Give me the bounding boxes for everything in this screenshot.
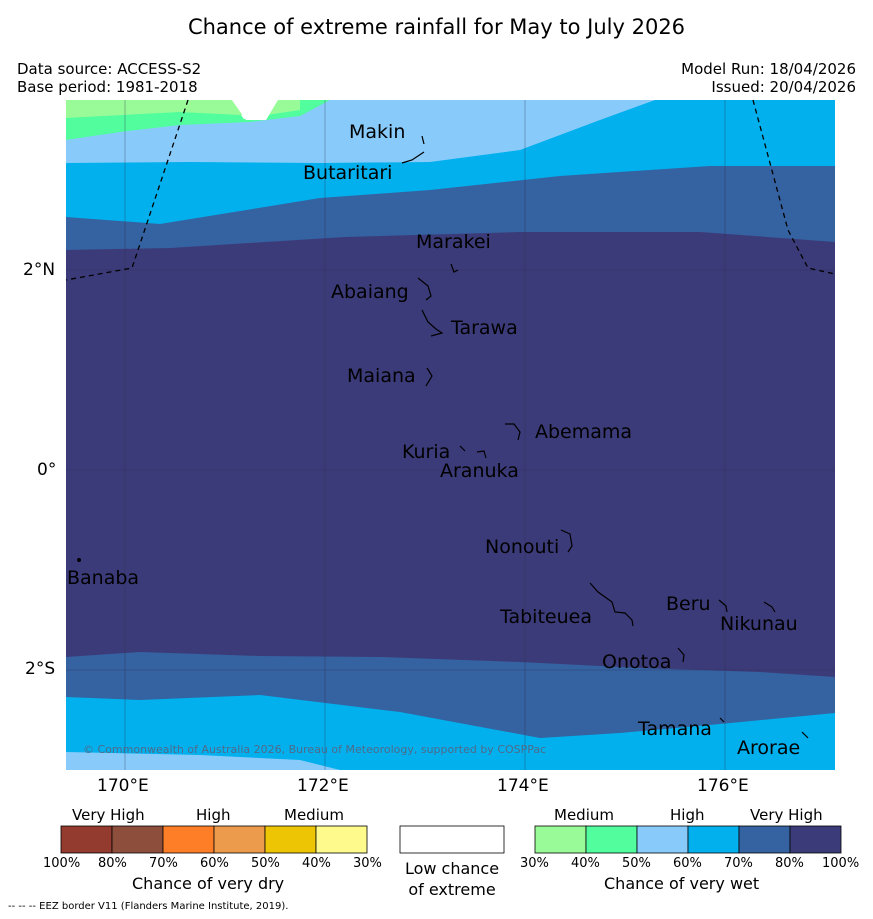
island-outlines bbox=[76, 135, 809, 739]
place-nonouti: Nonouti bbox=[485, 536, 560, 558]
low-chance-line1: Low chance bbox=[404, 859, 500, 878]
wet-category-high: High bbox=[670, 806, 705, 824]
dry-category-high: High bbox=[196, 806, 231, 824]
wet-legend-label: Chance of very wet bbox=[604, 874, 760, 893]
band-north-40 bbox=[66, 100, 300, 120]
place-kuria: Kuria bbox=[402, 441, 451, 463]
place-nikunau: Nikunau bbox=[720, 613, 798, 635]
dry-category-medium: Medium bbox=[284, 806, 344, 824]
wet-tick: 70% bbox=[724, 856, 753, 871]
low-chance-line2: of extreme bbox=[408, 880, 496, 899]
dry-tick: 80% bbox=[98, 856, 127, 871]
legend-dry-colorbar bbox=[60, 825, 368, 854]
lon-label-172e: 172°E bbox=[297, 776, 349, 796]
band-south-70 bbox=[66, 695, 835, 770]
dry-tick: 60% bbox=[200, 856, 229, 871]
dry-tick: 100% bbox=[43, 856, 81, 871]
place-abemama: Abemama bbox=[535, 421, 633, 443]
data-source: Data source: ACCESS-S2 bbox=[17, 60, 202, 78]
dry-category-very-high: Very High bbox=[72, 806, 145, 824]
wet-tick: 60% bbox=[673, 856, 702, 871]
lat-label-2n: 2°N bbox=[23, 260, 56, 280]
place-banaba: Banaba bbox=[67, 567, 140, 589]
wet-category-very-high: Very High bbox=[750, 806, 823, 824]
place-arorae: Arorae bbox=[737, 737, 801, 759]
copyright-notice: © Commonwealth of Australia 2026, Bureau… bbox=[83, 743, 547, 756]
wet-tick: 100% bbox=[822, 856, 860, 871]
wet-category-medium: Medium bbox=[554, 806, 614, 824]
dry-tick: 70% bbox=[149, 856, 178, 871]
dry-tick: 50% bbox=[251, 856, 280, 871]
place-tarawa: Tarawa bbox=[451, 317, 518, 339]
wet-tick: 50% bbox=[622, 856, 651, 871]
place-tamana: Tamana bbox=[638, 718, 712, 740]
place-marakei: Marakei bbox=[416, 231, 491, 253]
wet-tick: 40% bbox=[571, 856, 600, 871]
place-makin: Makin bbox=[349, 121, 406, 143]
map-title: Chance of extreme rainfall for May to Ju… bbox=[187, 15, 686, 39]
dry-legend-label: Chance of very dry bbox=[132, 874, 285, 893]
place-abaiang: Abaiang bbox=[331, 281, 409, 303]
place-beru: Beru bbox=[666, 593, 711, 615]
eez-note: -- -- -- EEZ border V11 (Flanders Marine… bbox=[8, 901, 289, 912]
model-run: Model Run: 18/04/2026 bbox=[681, 60, 856, 78]
base-period: Base period: 1981-2018 bbox=[17, 78, 198, 96]
lon-label-176e: 176°E bbox=[697, 776, 749, 796]
lat-label-0: 0° bbox=[37, 460, 57, 480]
legend-wet-colorbar bbox=[534, 825, 842, 854]
place-maiana: Maiana bbox=[347, 365, 416, 387]
place-butaritari: Butaritari bbox=[303, 162, 393, 184]
lon-label-174e: 174°E bbox=[497, 776, 549, 796]
dry-tick: 40% bbox=[302, 856, 331, 871]
eez-border bbox=[65, 99, 836, 281]
lon-label-170e: 170°E bbox=[97, 776, 149, 796]
place-tabiteuea: Tabiteuea bbox=[500, 606, 592, 628]
lat-label-2s: 2°S bbox=[25, 659, 56, 679]
issued-date: Issued: 20/04/2026 bbox=[711, 78, 856, 96]
place-aranuka: Aranuka bbox=[440, 460, 519, 482]
band-south-60 bbox=[66, 752, 340, 770]
wet-tick: 80% bbox=[775, 856, 804, 871]
legend-low-chance-box bbox=[399, 825, 505, 854]
place-onotoa: Onotoa bbox=[602, 651, 672, 673]
gridlines bbox=[66, 100, 835, 770]
dry-tick: 30% bbox=[353, 856, 382, 871]
wet-tick: 30% bbox=[520, 856, 549, 871]
